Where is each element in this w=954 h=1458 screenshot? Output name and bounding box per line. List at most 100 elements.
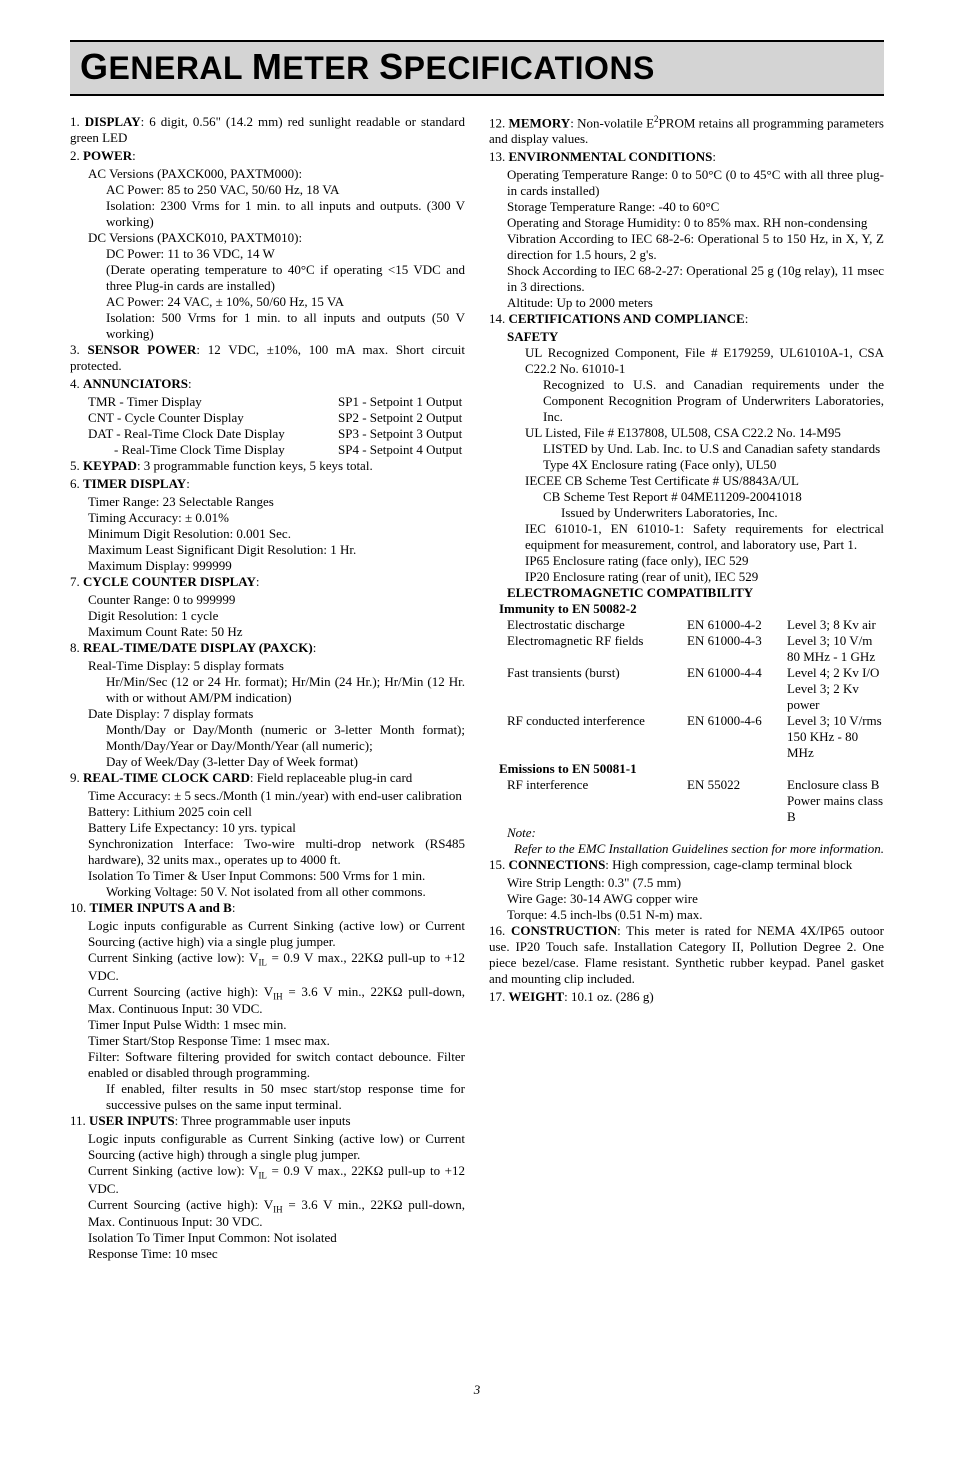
spec-1: 1. DISPLAY: 6 digit, 0.56" (14.2 mm) red… — [70, 114, 465, 146]
spec-8-l2a: Month/Day or Day/Month (numeric or 3-let… — [106, 722, 465, 754]
right-column: 12. MEMORY: Non-volatile E2PROM retains … — [489, 114, 884, 1262]
spec-11: 11. USER INPUTS: Three programmable user… — [70, 1113, 465, 1129]
spec-7-l1: Counter Range: 0 to 999999 — [88, 592, 465, 608]
spec-11-l5: Response Time: 10 msec — [88, 1246, 465, 1262]
imm-0: Electrostatic dischargeEN 61000-4-2Level… — [507, 617, 884, 633]
spec-2-dc-1: DC Power: 11 to 36 VDC, 14 W — [106, 246, 465, 262]
ann-row-1: CNT - Cycle Counter DisplaySP2 - Setpoin… — [88, 410, 465, 426]
spec-4: 4. ANNUNCIATORS: — [70, 376, 465, 392]
spec-2-ac-hdr: AC Versions (PAXCK000, PAXTM000): — [88, 166, 465, 182]
spec-10-l2: Current Sinking (active low): VIL = 0.9 … — [88, 950, 465, 984]
spec-9-l6: Working Voltage: 50 V. Not isolated from… — [106, 884, 465, 900]
sa5: IP65 Enclosure rating (face only), IEC 5… — [525, 553, 884, 569]
spec-6-l5: Maximum Display: 999999 — [88, 558, 465, 574]
sa3a: CB Scheme Test Report # 04ME11209-200410… — [543, 489, 884, 505]
spec-8: 8. REAL-TIME/DATE DISPLAY (PAXCK): — [70, 640, 465, 656]
spec-6: 6. TIMER DISPLAY: — [70, 476, 465, 492]
spec-14: 14. CERTIFICATIONS AND COMPLIANCE: — [489, 311, 884, 327]
spec-10-l1: Logic inputs configurable as Current Sin… — [88, 918, 465, 950]
spec-17: 17. WEIGHT: 10.1 oz. (286 g) — [489, 989, 884, 1005]
spec-7-l3: Maximum Count Rate: 50 Hz — [88, 624, 465, 640]
spec-10-l4: Timer Input Pulse Width: 1 msec min. — [88, 1017, 465, 1033]
spec-3: 3. SENSOR POWER: 12 VDC, ±10%, 100 mA ma… — [70, 342, 465, 374]
spec-13-l2: Storage Temperature Range: -40 to 60°C — [507, 199, 884, 215]
spec-6-l2: Timing Accuracy: ± 0.01% — [88, 510, 465, 526]
spec-10-l3: Current Sourcing (active high): VIH = 3.… — [88, 984, 465, 1018]
spec-13-l6: Altitude: Up to 2000 meters — [507, 295, 884, 311]
spec-8-l1a: Hr/Min/Sec (12 or 24 Hr. format); Hr/Min… — [106, 674, 465, 706]
spec-9: 9. REAL-TIME CLOCK CARD: Field replaceab… — [70, 770, 465, 786]
spec-6-l4: Maximum Least Significant Digit Resoluti… — [88, 542, 465, 558]
sa2a: LISTED by Und. Lab. Inc. to U.S and Cana… — [543, 441, 884, 457]
spec-13: 13. ENVIRONMENTAL CONDITIONS: — [489, 149, 884, 165]
spec-9-l4: Synchronization Interface: Two-wire mult… — [88, 836, 465, 868]
spec-13-l4: Vibration According to IEC 68-2-6: Opera… — [507, 231, 884, 263]
ann-row-2: DAT - Real-Time Clock Date DisplaySP3 - … — [88, 426, 465, 442]
left-column: 1. DISPLAY: 6 digit, 0.56" (14.2 mm) red… — [70, 114, 465, 1262]
imm-4: Level 3; 2 Kv power — [507, 681, 884, 713]
spec-10: 10. TIMER INPUTS A and B: — [70, 900, 465, 916]
spec-2: 2. POWER: — [70, 148, 465, 164]
ann-row-3: - Real-Time Clock Time DisplaySP4 - Setp… — [88, 442, 465, 458]
sa1: UL Recognized Component, File # E179259,… — [525, 345, 884, 377]
spec-15: 15. CONNECTIONS: High compression, cage-… — [489, 857, 884, 873]
safety-hdr: SAFETY — [507, 329, 884, 345]
spec-16: 16. CONSTRUCTION: This meter is rated fo… — [489, 923, 884, 987]
spec-11-l3: Current Sourcing (active high): VIH = 3.… — [88, 1197, 465, 1231]
sa3: IECEE CB Scheme Test Certificate # US/88… — [525, 473, 884, 489]
spec-2-dc-hdr: DC Versions (PAXCK010, PAXTM010): — [88, 230, 465, 246]
page: GENERAL METER SPECIFICATIONS 1. DISPLAY:… — [0, 0, 954, 1458]
spec-11-l2: Current Sinking (active low): VIL = 0.9 … — [88, 1163, 465, 1197]
sa3b: Issued by Underwriters Laboratories, Inc… — [561, 505, 884, 521]
emi-1: Power mains class B — [507, 793, 884, 825]
emc-hdr: ELECTROMAGNETIC COMPATIBILITY — [507, 585, 884, 601]
spec-2-ac-1: AC Power: 85 to 250 VAC, 50/60 Hz, 18 VA — [106, 182, 465, 198]
imm-2: 80 MHz - 1 GHz — [507, 649, 884, 665]
imm-5: RF conducted interferenceEN 61000-4-6Lev… — [507, 713, 884, 729]
imm-3: Fast transients (burst)EN 61000-4-4Level… — [507, 665, 884, 681]
spec-2-dc-4: Isolation: 500 Vrms for 1 min. to all in… — [106, 310, 465, 342]
spec-8-l1: Real-Time Display: 5 display formats — [88, 658, 465, 674]
sa2b: Type 4X Enclosure rating (Face only), UL… — [543, 457, 884, 473]
spec-9-l1: Time Accuracy: ± 5 secs./Month (1 min./y… — [88, 788, 465, 804]
emi-0: RF interferenceEN 55022Enclosure class B — [507, 777, 884, 793]
spec-12: 12. MEMORY: Non-volatile E2PROM retains … — [489, 114, 884, 147]
spec-9-l2: Battery: Lithium 2025 coin cell — [88, 804, 465, 820]
spec-6-l3: Minimum Digit Resolution: 0.001 Sec. — [88, 526, 465, 542]
note-label: Note: — [507, 825, 884, 841]
spec-15-l3: Torque: 4.5 inch-lbs (0.51 N-m) max. — [507, 907, 884, 923]
imm-hdr: Immunity to EN 50082-2 — [499, 601, 884, 617]
sa1a: Recognized to U.S. and Canadian requirem… — [543, 377, 884, 425]
spec-9-l3: Battery Life Expectancy: 10 yrs. typical — [88, 820, 465, 836]
spec-2-dc-3: AC Power: 24 VAC, ± 10%, 50/60 Hz, 15 VA — [106, 294, 465, 310]
page-number: 3 — [70, 1382, 884, 1398]
spec-2-dc-2: (Derate operating temperature to 40°C if… — [106, 262, 465, 294]
columns: 1. DISPLAY: 6 digit, 0.56" (14.2 mm) red… — [70, 114, 884, 1262]
ann-row-0: TMR - Timer DisplaySP1 - Setpoint 1 Outp… — [88, 394, 465, 410]
spec-7: 7. CYCLE COUNTER DISPLAY: — [70, 574, 465, 590]
spec-7-l2: Digit Resolution: 1 cycle — [88, 608, 465, 624]
spec-5: 5. KEYPAD: 3 programmable function keys,… — [70, 458, 465, 474]
page-title: GENERAL METER SPECIFICATIONS — [80, 46, 874, 88]
spec-13-l5: Shock According to IEC 68-2-27: Operatio… — [507, 263, 884, 295]
spec-8-l2b: Day of Week/Day (3-letter Day of Week fo… — [106, 754, 465, 770]
spec-13-l3: Operating and Storage Humidity: 0 to 85%… — [507, 215, 884, 231]
spec-6-l1: Timer Range: 23 Selectable Ranges — [88, 494, 465, 510]
spec-11-l4: Isolation To Timer Input Common: Not iso… — [88, 1230, 465, 1246]
spec-9-l5: Isolation To Timer & User Input Commons:… — [88, 868, 465, 884]
spec-13-l1: Operating Temperature Range: 0 to 50°C (… — [507, 167, 884, 199]
spec-15-l1: Wire Strip Length: 0.3" (7.5 mm) — [507, 875, 884, 891]
emi-hdr: Emissions to EN 50081-1 — [499, 761, 884, 777]
spec-15-l2: Wire Gage: 30-14 AWG copper wire — [507, 891, 884, 907]
spec-11-l1: Logic inputs configurable as Current Sin… — [88, 1131, 465, 1163]
title-banner: GENERAL METER SPECIFICATIONS — [70, 40, 884, 96]
spec-10-l5: Timer Start/Stop Response Time: 1 msec m… — [88, 1033, 465, 1049]
imm-1: Electromagnetic RF fieldsEN 61000-4-3Lev… — [507, 633, 884, 649]
sa6: IP20 Enclosure rating (rear of unit), IE… — [525, 569, 884, 585]
spec-10-l7: If enabled, filter results in 50 msec st… — [106, 1081, 465, 1113]
note-text: Refer to the EMC Installation Guidelines… — [507, 841, 884, 857]
sa4: IEC 61010-1, EN 61010-1: Safety requirem… — [525, 521, 884, 553]
spec-2-ac-2: Isolation: 2300 Vrms for 1 min. to all i… — [106, 198, 465, 230]
spec-10-l6: Filter: Software filtering provided for … — [88, 1049, 465, 1081]
spec-8-l2: Date Display: 7 display formats — [88, 706, 465, 722]
